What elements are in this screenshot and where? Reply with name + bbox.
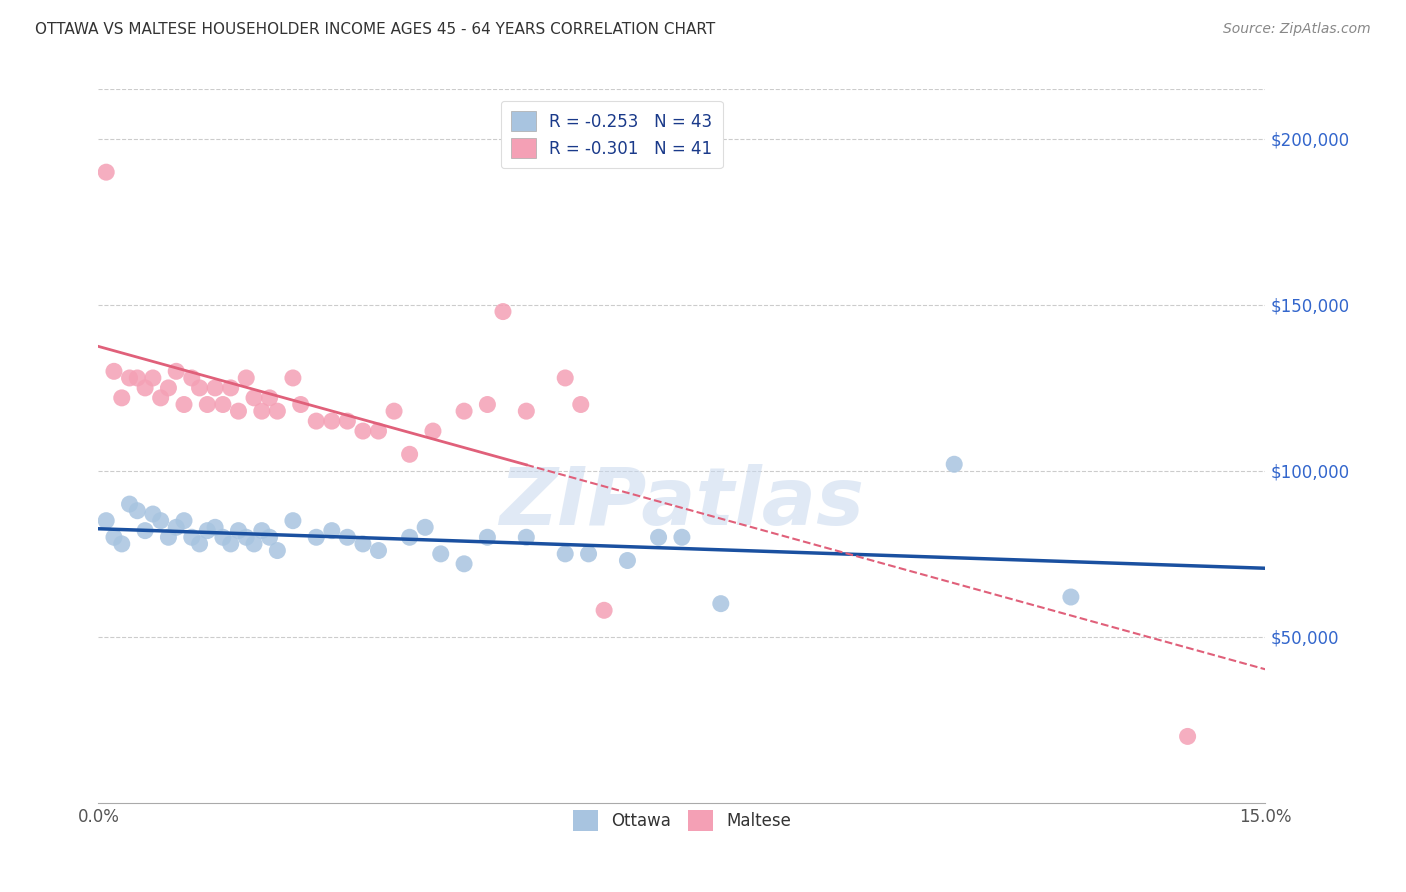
Point: [134, 524, 156, 538]
Point: [477, 397, 499, 411]
Point: [96, 514, 118, 528]
Point: [367, 543, 389, 558]
Point: [96, 165, 118, 179]
Legend: Ottawa, Maltese: Ottawa, Maltese: [567, 804, 797, 838]
Point: [422, 424, 444, 438]
Point: [321, 414, 343, 428]
Point: [266, 543, 288, 558]
Point: [281, 514, 304, 528]
Point: [165, 364, 187, 378]
Point: [235, 371, 257, 385]
Point: [212, 530, 235, 544]
Point: [367, 424, 389, 438]
Point: [1060, 590, 1083, 604]
Point: [647, 530, 669, 544]
Point: [321, 524, 343, 538]
Point: [352, 537, 374, 551]
Point: [398, 530, 420, 544]
Text: OTTAWA VS MALTESE HOUSEHOLDER INCOME AGES 45 - 64 YEARS CORRELATION CHART: OTTAWA VS MALTESE HOUSEHOLDER INCOME AGE…: [35, 22, 716, 37]
Text: ZIPatlas: ZIPatlas: [499, 464, 865, 542]
Point: [336, 530, 359, 544]
Point: [127, 371, 149, 385]
Point: [180, 371, 202, 385]
Point: [195, 397, 218, 411]
Point: [554, 371, 576, 385]
Point: [250, 404, 273, 418]
Point: [382, 404, 405, 418]
Point: [250, 524, 273, 538]
Point: [204, 520, 226, 534]
Point: [118, 371, 141, 385]
Point: [290, 397, 312, 411]
Point: [235, 530, 257, 544]
Point: [103, 530, 125, 544]
Point: [142, 371, 165, 385]
Point: [554, 547, 576, 561]
Point: [266, 404, 288, 418]
Point: [165, 520, 187, 534]
Point: [228, 404, 250, 418]
Point: [281, 371, 304, 385]
Point: [413, 520, 436, 534]
Point: [429, 547, 451, 561]
Point: [111, 391, 134, 405]
Point: [453, 404, 475, 418]
Point: [593, 603, 616, 617]
Point: [1177, 730, 1199, 744]
Point: [569, 397, 592, 411]
Point: [943, 457, 966, 471]
Point: [453, 557, 475, 571]
Point: [305, 530, 328, 544]
Point: [671, 530, 693, 544]
Point: [228, 524, 250, 538]
Point: [492, 304, 515, 318]
Point: [616, 553, 638, 567]
Point: [195, 524, 218, 538]
Point: [243, 537, 266, 551]
Point: [515, 530, 537, 544]
Point: [259, 391, 281, 405]
Point: [398, 447, 420, 461]
Point: [259, 530, 281, 544]
Point: [578, 547, 600, 561]
Point: [157, 530, 180, 544]
Point: [118, 497, 141, 511]
Point: [515, 404, 537, 418]
Point: [710, 597, 733, 611]
Text: Source: ZipAtlas.com: Source: ZipAtlas.com: [1223, 22, 1371, 37]
Point: [111, 537, 134, 551]
Point: [180, 530, 202, 544]
Point: [305, 414, 328, 428]
Point: [188, 537, 211, 551]
Point: [173, 514, 195, 528]
Point: [103, 364, 125, 378]
Point: [219, 381, 242, 395]
Point: [204, 381, 226, 395]
Point: [212, 397, 235, 411]
Point: [157, 381, 180, 395]
Point: [352, 424, 374, 438]
Point: [219, 537, 242, 551]
Point: [477, 530, 499, 544]
Point: [149, 514, 172, 528]
Point: [336, 414, 359, 428]
Point: [127, 504, 149, 518]
Point: [188, 381, 211, 395]
Point: [134, 381, 156, 395]
Point: [173, 397, 195, 411]
Point: [142, 507, 165, 521]
Point: [149, 391, 172, 405]
Point: [243, 391, 266, 405]
